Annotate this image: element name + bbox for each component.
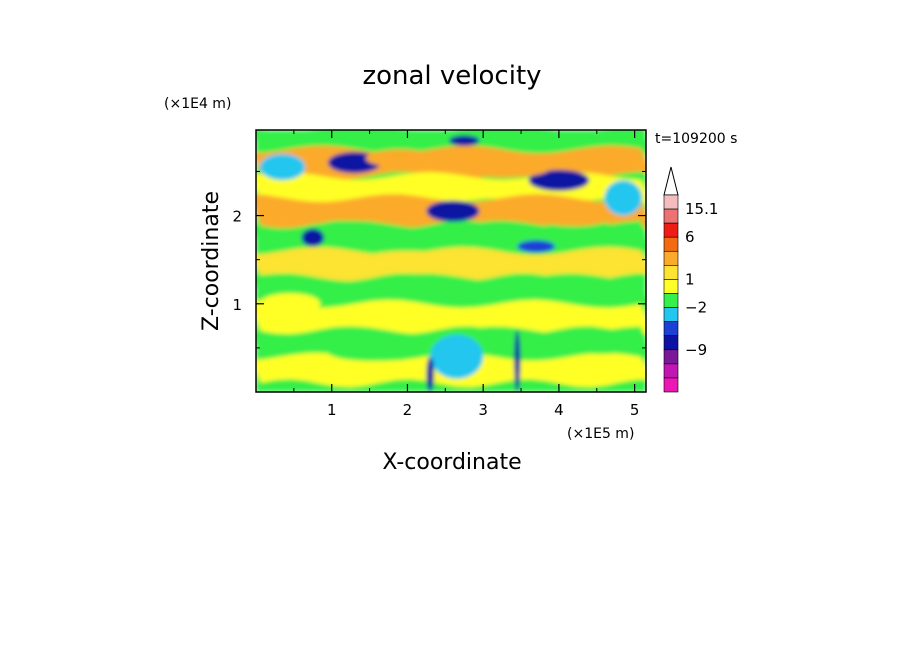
field-feature: [517, 240, 556, 253]
x-scale-note: (×1E5 m): [567, 426, 634, 442]
y-tick-label: 1: [232, 296, 242, 314]
contour-layers: [256, 130, 646, 392]
colorbar-tick-label: 15.1: [685, 200, 718, 218]
x-tick-label: 3: [478, 401, 488, 419]
y-tick-label: 2: [232, 208, 242, 226]
y-axis-label: Z-coordinate: [199, 191, 224, 331]
x-axis-ticks: 1 2 3 4 5: [293, 130, 640, 419]
contour-field: [256, 130, 646, 392]
colorbar-segment: [663, 377, 679, 393]
colorbar-tick-label: −9: [685, 341, 707, 359]
colorbar-segment: [663, 321, 679, 337]
plot-frame: [255, 129, 647, 393]
colorbar-tick-label: 6: [685, 228, 695, 246]
colorbar-segment: [663, 363, 679, 379]
field-feature: [426, 356, 434, 392]
field-feature: [259, 153, 306, 181]
chart-title: zonal velocity: [362, 61, 541, 91]
field-feature: [259, 293, 321, 315]
colorbar-segment: [663, 293, 679, 308]
x-tick-label: 5: [630, 401, 640, 419]
field-feature: [514, 330, 521, 392]
field-band: [256, 273, 646, 308]
colorbar-segment: [663, 349, 679, 365]
field-feature: [430, 334, 484, 379]
colorbar-segment: [663, 236, 679, 252]
colorbar-segment: [663, 250, 679, 266]
colorbar-segment: [663, 194, 679, 210]
y-axis-ticks: 12: [232, 170, 646, 349]
x-axis-label: X-coordinate: [382, 450, 521, 475]
colorbar-segment: [663, 222, 679, 238]
x-tick-label: 1: [327, 401, 337, 419]
field-feature: [426, 200, 480, 222]
field-band: [256, 299, 646, 335]
colorbar-segment: [663, 208, 679, 224]
field-feature: [327, 343, 419, 362]
colorbar-extend-triangle: [663, 166, 679, 196]
field-feature: [460, 156, 552, 178]
field-feature: [558, 332, 643, 355]
field-feature: [532, 204, 616, 227]
time-label: t=109200 s: [655, 131, 737, 147]
colorbar-segment: [663, 335, 679, 351]
field-feature: [449, 135, 480, 146]
x-tick-label: 4: [554, 401, 564, 419]
field-feature: [301, 228, 325, 247]
colorbar-tick-label: 1: [685, 270, 695, 288]
y-scale-note: (×1E4 m): [164, 96, 231, 112]
colorbar: 15.1 6 1 −2 −9: [663, 166, 718, 393]
x-tick-label: 2: [403, 401, 413, 419]
colorbar-segment: [663, 279, 679, 294]
field-feature: [604, 180, 643, 216]
field-feature: [263, 206, 340, 225]
colorbar-segment: [663, 265, 679, 280]
field-feature: [528, 169, 590, 191]
field-feature: [362, 250, 453, 269]
field-band: [256, 247, 646, 281]
colorbar-tick-label: −2: [685, 299, 707, 317]
field-feature: [365, 149, 434, 168]
colorbar-segment: [663, 307, 679, 322]
